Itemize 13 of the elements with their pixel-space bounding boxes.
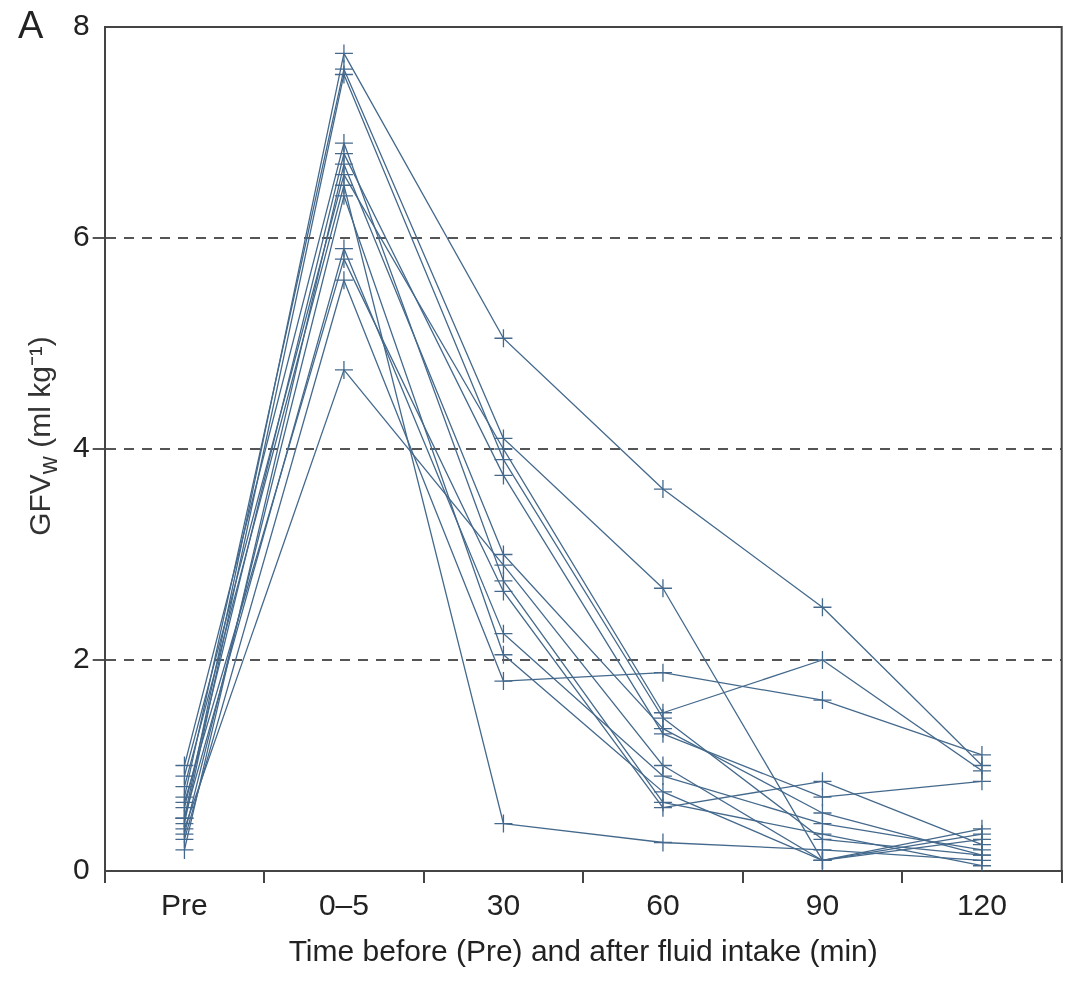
x-tick-label: 30: [486, 888, 521, 922]
y-tick-label: 8: [73, 8, 90, 42]
x-axis-title: Time before (Pre) and after fluid intake (min): [288, 934, 878, 968]
x-tick-label: 0–5: [318, 888, 369, 922]
x-tick-label: 90: [805, 888, 840, 922]
y-tick-label: 6: [73, 219, 90, 253]
y-tick-label: 2: [73, 641, 90, 675]
y-tick-label: 0: [73, 852, 90, 886]
chart-title: A: [18, 4, 44, 47]
y-tick-label: 4: [73, 430, 90, 464]
x-tick-label: Pre: [161, 888, 208, 922]
x-tick-label: 60: [646, 888, 680, 922]
x-tick-label: 120: [956, 888, 1007, 922]
